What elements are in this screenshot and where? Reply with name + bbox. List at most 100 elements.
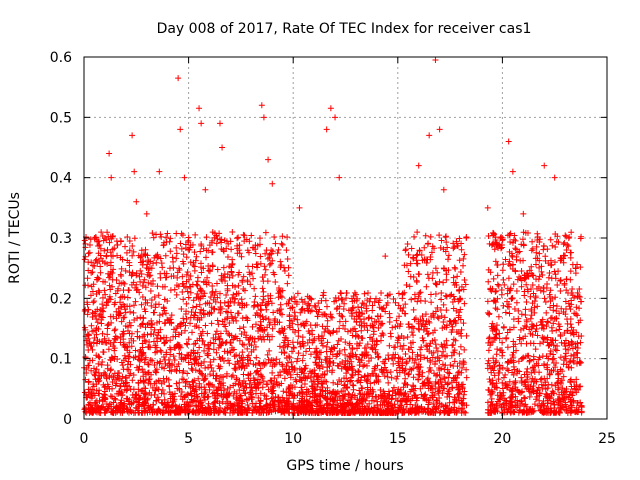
data-point-cloud: [120, 314, 127, 321]
data-point-cloud: [171, 356, 178, 363]
data-point-cloud: [417, 356, 424, 363]
data-point-cloud: [560, 241, 567, 248]
data-point-cloud: [294, 316, 301, 323]
data-point-cloud: [549, 356, 556, 363]
data-point-cloud: [415, 293, 422, 300]
data-point-cloud: [306, 336, 313, 343]
data-point-cloud: [485, 278, 492, 285]
data-point-cloud: [85, 332, 92, 339]
data-point-cloud: [567, 268, 574, 275]
data-point-cloud: [386, 314, 393, 321]
data-point-cloud: [490, 355, 497, 362]
data-point-cloud: [490, 275, 497, 282]
data-point-cloud: [262, 250, 269, 257]
data-point-cloud: [178, 230, 185, 237]
data-point-cloud: [187, 320, 194, 327]
data-point-cloud: [193, 281, 200, 288]
data-point-cloud: [364, 297, 371, 304]
data-point-cloud: [329, 314, 336, 321]
data-point-cloud: [457, 343, 464, 350]
data-point-cloud: [167, 248, 174, 255]
data-point: [196, 105, 203, 112]
data-point-cloud: [441, 314, 448, 321]
data-point-cloud: [576, 285, 583, 292]
data-point-cloud: [485, 357, 492, 364]
data-point-cloud: [538, 268, 545, 275]
data-point-cloud: [306, 345, 313, 352]
data-point-cloud: [225, 240, 232, 247]
data-point-cloud: [432, 290, 439, 297]
data-point-cloud: [183, 300, 190, 307]
y-tick-label: 0.5: [50, 110, 72, 126]
data-point-cloud: [418, 252, 425, 259]
data-point-cloud: [316, 362, 323, 369]
data-point-cloud: [159, 264, 166, 271]
data-point-cloud: [541, 295, 548, 302]
data-point-cloud: [432, 308, 439, 315]
data-point-cloud: [361, 372, 368, 379]
data-point-cloud: [264, 351, 271, 358]
data-point-cloud: [294, 290, 301, 297]
data-point-cloud: [104, 229, 111, 236]
data-point-cloud: [492, 258, 499, 265]
data-point-cloud: [85, 250, 92, 257]
data-point-cloud: [537, 340, 543, 347]
data-point-cloud: [179, 232, 186, 239]
data-point-cloud: [281, 267, 288, 274]
data-point-cloud: [449, 385, 456, 392]
data-point-cloud: [516, 273, 523, 280]
data-point-cloud: [553, 303, 560, 310]
data-point-cloud: [358, 304, 365, 311]
data-point-cloud: [434, 348, 441, 355]
data-point-cloud: [359, 300, 366, 307]
data-point-cloud: [251, 403, 258, 410]
data-point-cloud: [86, 249, 93, 256]
data-point-cloud: [149, 321, 156, 328]
data-point-cloud: [440, 319, 447, 326]
data-point-cloud: [278, 240, 285, 247]
data-point-cloud: [424, 331, 431, 338]
data-point-cloud: [233, 375, 240, 382]
data-point-cloud: [521, 292, 528, 299]
data-point-cloud: [209, 249, 216, 256]
data-point-cloud: [111, 327, 118, 334]
data-point-cloud: [388, 374, 395, 381]
data-point-cloud: [553, 315, 560, 322]
data-point-cloud: [316, 365, 323, 372]
data-point-cloud: [232, 366, 239, 373]
data-point-cloud: [283, 247, 290, 254]
data-point-cloud: [457, 306, 464, 313]
data-point: [156, 168, 163, 175]
data-point-cloud: [179, 273, 186, 280]
data-point-cloud: [486, 376, 493, 383]
data-point-cloud: [361, 361, 368, 368]
data-point-cloud: [238, 296, 245, 303]
data-point-cloud: [499, 267, 506, 274]
data-point-cloud: [105, 337, 112, 344]
data-point-cloud: [276, 343, 283, 350]
data-point-cloud: [373, 318, 380, 325]
data-point-cloud: [228, 373, 235, 380]
data-point-cloud: [252, 250, 259, 257]
data-point-cloud: [567, 321, 574, 328]
data-point-cloud: [385, 355, 392, 362]
data-point-cloud: [349, 346, 356, 353]
data-point-cloud: [565, 235, 572, 242]
data-point-cloud: [367, 295, 374, 302]
data-point-cloud: [229, 261, 236, 268]
data-point-cloud: [456, 350, 463, 357]
data-point-cloud: [554, 386, 561, 393]
data-point-cloud: [234, 250, 241, 257]
data-point-cloud: [324, 317, 331, 324]
data-point-cloud: [460, 320, 467, 327]
data-point-cloud: [522, 306, 529, 313]
data-point-cloud: [103, 302, 110, 309]
data-point-cloud: [147, 287, 154, 294]
data-point-cloud: [510, 324, 517, 331]
data-point-cloud: [104, 331, 111, 338]
data-point-cloud: [557, 354, 564, 361]
data-point-cloud: [394, 373, 401, 380]
data-point-cloud: [463, 234, 470, 241]
data-point-cloud: [97, 269, 104, 276]
